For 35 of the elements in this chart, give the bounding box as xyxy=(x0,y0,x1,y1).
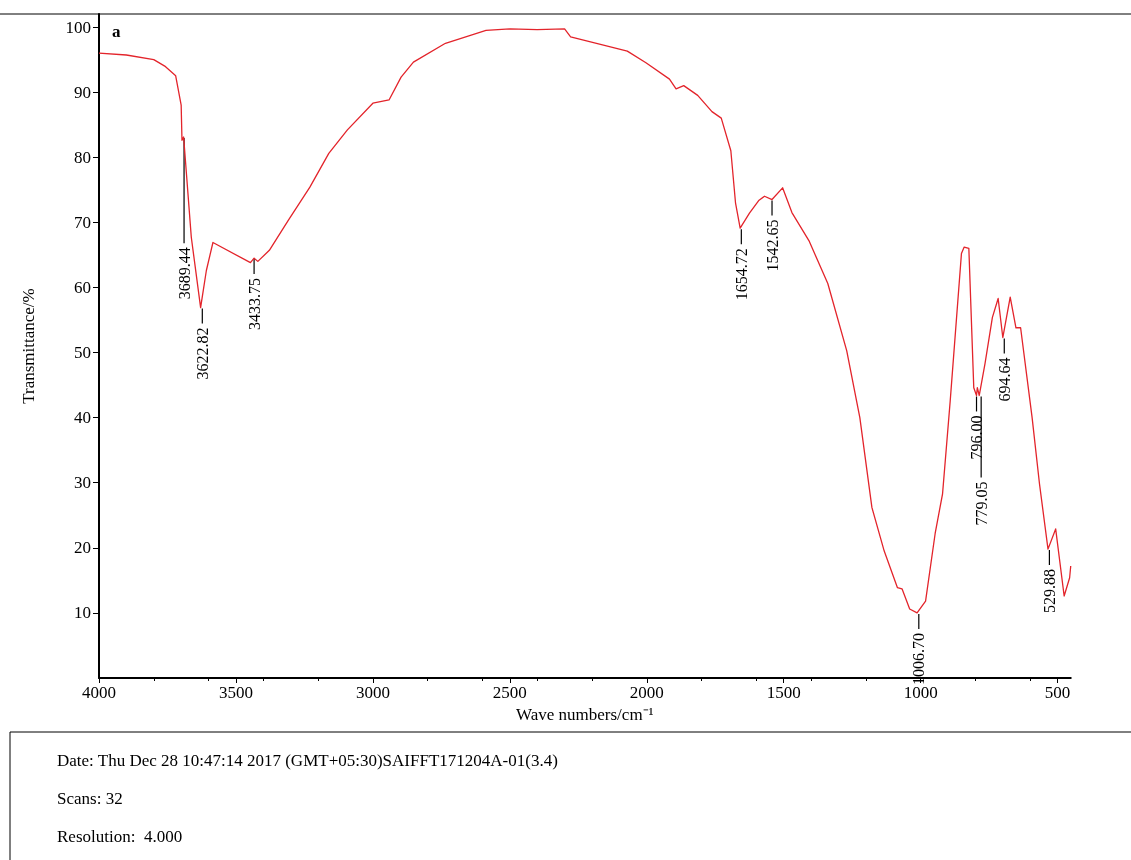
annotation: 1006.70 xyxy=(910,632,928,685)
y-tick-label: 100 xyxy=(65,17,91,37)
annotation: 3433.75 xyxy=(245,278,263,331)
y-tick-label: 30 xyxy=(74,473,91,493)
x-tick-label: 500 xyxy=(1044,683,1071,702)
annotation: 1654.72 xyxy=(732,248,750,301)
x-tick-label: 1000 xyxy=(903,683,938,702)
x-tick-label: 2500 xyxy=(492,683,527,702)
annotation: 3622.82 xyxy=(193,327,211,380)
annotation: 1542.65 xyxy=(763,219,781,272)
text: Date: Thu Dec 28 10:47:14 2017 (GMT+05:30)SAIFFT171204A-01(3.4) xyxy=(57,750,558,770)
x-axis-title: Wave numbers/cm⁻¹ xyxy=(516,704,654,724)
y-tick-label: 80 xyxy=(74,147,91,167)
annotation: 3689.44 xyxy=(175,247,193,300)
annotation: 694.64 xyxy=(995,357,1013,402)
x-tick-label: 2000 xyxy=(629,683,664,702)
text: Resolution: 4.000 xyxy=(57,826,183,846)
y-tick-label: 90 xyxy=(74,82,91,102)
x-tick-label: 1500 xyxy=(766,683,801,702)
line-series xyxy=(98,28,1072,614)
text: a xyxy=(112,22,121,41)
y-axis-title: Transmittance/% xyxy=(19,288,38,404)
annotation: 779.05 xyxy=(972,481,990,526)
x-tick-label: 3500 xyxy=(218,683,253,702)
annotation: 529.88 xyxy=(1040,569,1058,614)
y-tick-label: 60 xyxy=(74,277,91,297)
y-tick-label: 70 xyxy=(74,212,91,232)
y-tick-label: 10 xyxy=(74,603,91,623)
x-tick-label: 3000 xyxy=(355,683,390,702)
y-tick-label: 50 xyxy=(74,343,91,363)
text: Scans: 32 xyxy=(57,788,123,808)
annotation: 796.00 xyxy=(968,415,986,460)
x-tick-label: 4000 xyxy=(82,683,116,702)
y-tick-label: 20 xyxy=(74,538,91,558)
y-tick-label: 40 xyxy=(74,408,91,428)
